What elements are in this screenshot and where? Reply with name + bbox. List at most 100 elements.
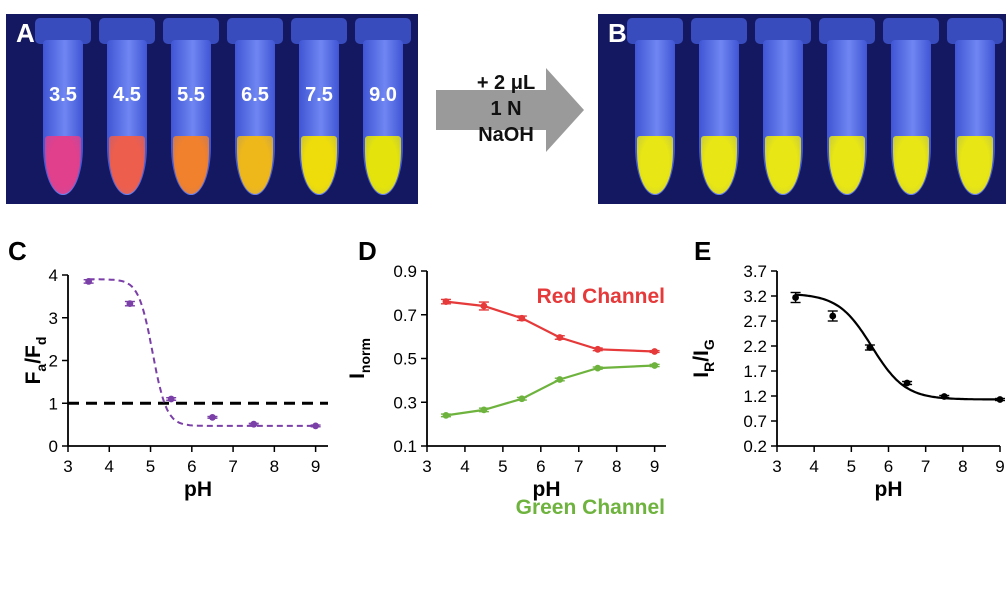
ph-label-6: 9.0	[369, 84, 397, 106]
x-axis-label: pH	[533, 478, 561, 501]
data-point	[829, 312, 837, 320]
x-tick-label: 5	[146, 457, 155, 476]
tube-photo-b: B	[598, 14, 1006, 204]
x-tick-label: 5	[498, 457, 507, 476]
x-tick-label: 9	[650, 457, 659, 476]
tube-cap	[99, 18, 155, 44]
data-point	[903, 379, 911, 387]
series-line-1	[795, 293, 1001, 401]
tube-cap	[355, 18, 411, 44]
y-tick-label: 0	[49, 437, 58, 456]
tube-cap	[755, 18, 811, 44]
x-tick-label: 9	[311, 457, 320, 476]
b-tube-1	[627, 18, 683, 200]
arrow-label-line-3: NaOH	[478, 124, 534, 146]
y-tick-label: 0.7	[393, 306, 417, 325]
y-tick-label: 2.2	[743, 337, 767, 356]
series-label-1: Red Channel	[537, 285, 665, 308]
tube-cap	[691, 18, 747, 44]
x-tick-label: 6	[536, 457, 545, 476]
b-tube-6	[947, 18, 1003, 200]
data-point	[594, 364, 602, 372]
series-line-1	[445, 300, 655, 353]
x-tick-label: 4	[105, 457, 114, 476]
data-point	[85, 278, 93, 285]
tube-cap	[163, 18, 219, 44]
data-point	[651, 362, 659, 369]
x-tick-label: 3	[772, 457, 781, 476]
y-tick-label: 0.2	[743, 437, 767, 456]
tube-photo-a: A 3.5 4.5 5.5 6.5 7.5 9.0	[6, 14, 418, 204]
y-tick-label: 0.3	[393, 393, 417, 412]
a-tube-4	[227, 18, 283, 200]
y-tick-label: 0.1	[393, 437, 417, 456]
ph-label-2: 4.5	[113, 84, 141, 106]
panel-label-d: D	[358, 236, 377, 266]
x-tick-label: 3	[63, 457, 72, 476]
x-tick-label: 8	[270, 457, 279, 476]
data-point	[480, 406, 488, 414]
ph-label-5: 7.5	[305, 84, 333, 106]
data-point	[996, 396, 1004, 403]
series-line-2	[445, 364, 655, 417]
tube-cap	[819, 18, 875, 44]
panel-label-a: A	[16, 18, 35, 48]
a-tube-3	[163, 18, 219, 200]
panel-label-e: E	[694, 236, 711, 266]
x-tick-label: 6	[187, 457, 196, 476]
data-point	[312, 422, 320, 430]
x-axis-label: pH	[875, 478, 903, 501]
series-label-2: Green Channel	[516, 496, 665, 519]
tube-cap	[227, 18, 283, 44]
data-point	[518, 314, 526, 322]
ph-label-4: 6.5	[241, 84, 269, 106]
data-point	[792, 294, 799, 301]
data-point	[209, 413, 216, 421]
x-tick-label: 8	[958, 457, 967, 476]
y-tick-label: 0.7	[743, 412, 767, 431]
y-tick-label: 1.2	[743, 387, 767, 406]
x-tick-label: 5	[847, 457, 856, 476]
y-tick-label: 1	[49, 394, 58, 413]
data-point	[556, 334, 564, 341]
chart-d: D 0.1 0.3 0.5 0.7 0.9 3 4 5 6 7 8 9 pH Inorm Red Channe…	[346, 236, 666, 519]
data-point	[442, 298, 450, 306]
b-tube-4	[819, 18, 875, 200]
y-tick-label: 1.7	[743, 362, 767, 381]
x-axis-label: pH	[184, 478, 212, 501]
x-tick-label: 7	[574, 457, 583, 476]
x-tick-label: 9	[995, 457, 1004, 476]
x-tick-label: 8	[612, 457, 621, 476]
x-tick-label: 4	[460, 457, 469, 476]
data-point	[167, 395, 175, 403]
a-tube-2	[99, 18, 155, 200]
y-axis-label: Inorm	[346, 338, 373, 379]
y-axis-label: Fa/Fd	[22, 337, 49, 385]
series-line-1	[88, 278, 316, 427]
tube-cap	[291, 18, 347, 44]
panel-label-c: C	[8, 236, 27, 266]
b-tube-5	[883, 18, 939, 200]
arrow-shape	[436, 68, 584, 152]
y-tick-label: 4	[49, 266, 58, 285]
data-point	[940, 393, 948, 400]
y-axis-label: IR/IG	[690, 339, 717, 378]
a-tube-5	[291, 18, 347, 200]
a-tube-6	[355, 18, 411, 200]
chart-e: E 0.2 0.7 1.2 1.7 2.2 2.7 3.2 3.7 3 4 5 6 7 8 9 pH IR/IG	[690, 236, 1005, 501]
ph-label-1: 3.5	[49, 84, 77, 106]
x-tick-label: 4	[809, 457, 818, 476]
b-tube-2	[691, 18, 747, 200]
ph-label-3: 5.5	[177, 84, 205, 106]
y-tick-label: 2.7	[743, 312, 767, 331]
y-tick-label: 2	[49, 352, 58, 371]
tube-cap	[627, 18, 683, 44]
naoh-arrow	[436, 68, 584, 152]
data-point	[442, 411, 450, 419]
tube-cap	[35, 18, 91, 44]
tube-cap	[947, 18, 1003, 44]
y-tick-label: 0.5	[393, 350, 417, 369]
data-point	[866, 344, 874, 351]
tube-cap	[883, 18, 939, 44]
data-point	[250, 420, 258, 428]
